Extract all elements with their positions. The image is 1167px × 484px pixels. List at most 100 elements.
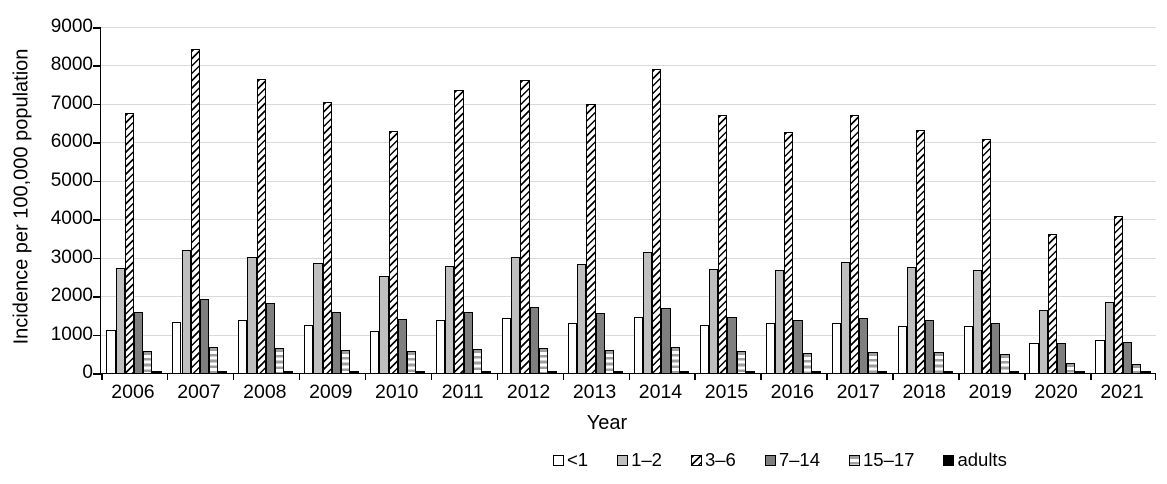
bar-3–6-2006 bbox=[124, 113, 134, 373]
x-tick-label: 2018 bbox=[902, 381, 946, 403]
bar-7–14-2021 bbox=[1123, 341, 1133, 373]
legend-label: 7–14 bbox=[778, 449, 820, 470]
bar-15–17-2009 bbox=[340, 350, 351, 373]
bar-7–14-2020 bbox=[1057, 342, 1067, 373]
x-tick-label: 2007 bbox=[177, 381, 221, 403]
bar-3–6-2020 bbox=[1047, 233, 1058, 373]
bar-15–17-2016 bbox=[802, 353, 812, 373]
x-tick bbox=[430, 374, 433, 380]
bar-1–2-2006 bbox=[115, 267, 125, 373]
bar-1–2-2009 bbox=[313, 262, 323, 373]
bar-15–17-2018 bbox=[934, 352, 944, 373]
bar-<1-2012 bbox=[501, 318, 512, 373]
x-tick-label: 2011 bbox=[441, 381, 484, 403]
bar-3–6-2008 bbox=[256, 78, 266, 373]
y-tick-label: 0 bbox=[82, 362, 93, 383]
bar-<1-2010 bbox=[370, 331, 380, 373]
bar-7–14-2012 bbox=[529, 306, 539, 373]
x-tick bbox=[1024, 374, 1026, 380]
bar-<1-2006 bbox=[106, 329, 116, 373]
y-tick bbox=[93, 373, 101, 375]
bar-<1-2013 bbox=[567, 323, 578, 373]
legend-marker-dark-gray bbox=[764, 454, 776, 466]
x-tick bbox=[760, 374, 762, 380]
x-tick bbox=[101, 374, 103, 380]
y-tick bbox=[93, 257, 101, 260]
bar-adults-2019 bbox=[1009, 371, 1019, 373]
legend-item-<1: <1 bbox=[553, 449, 588, 471]
y-tick bbox=[93, 142, 101, 144]
x-tick-label: 2014 bbox=[638, 381, 683, 403]
bar-15–17-2012 bbox=[538, 348, 548, 373]
bar-<1-2015 bbox=[699, 325, 709, 373]
gridline bbox=[101, 296, 1156, 298]
bar-7–14-2015 bbox=[727, 316, 737, 373]
y-tick bbox=[93, 296, 101, 298]
bar-7–14-2009 bbox=[331, 311, 341, 373]
gridline bbox=[101, 180, 1156, 182]
bar-1–2-2013 bbox=[577, 263, 587, 373]
bar-3–6-2012 bbox=[520, 80, 530, 373]
y-tick-label: 3000 bbox=[50, 246, 93, 268]
y-tick-label: 8000 bbox=[50, 54, 93, 76]
legend-label: 15–17 bbox=[863, 449, 915, 470]
bar-adults-2013 bbox=[613, 371, 624, 373]
bar-adults-2008 bbox=[284, 371, 294, 373]
y-tick bbox=[93, 65, 101, 67]
x-tick bbox=[826, 374, 828, 380]
bar-15–17-2014 bbox=[670, 347, 680, 373]
bar-15–17-2007 bbox=[209, 346, 219, 373]
bar-15–17-2015 bbox=[736, 351, 746, 373]
x-tick-label: 2013 bbox=[572, 381, 617, 403]
bar-<1-2021 bbox=[1095, 340, 1105, 373]
x-tick bbox=[364, 374, 367, 380]
x-tick bbox=[562, 374, 565, 380]
bar-7–14-2007 bbox=[199, 298, 210, 373]
bar-<1-2020 bbox=[1029, 343, 1039, 373]
bar-<1-2019 bbox=[963, 326, 973, 373]
x-tick bbox=[694, 374, 696, 380]
bar-1–2-2007 bbox=[181, 249, 191, 373]
y-tick bbox=[93, 103, 101, 106]
bar-adults-2014 bbox=[679, 371, 690, 373]
gridline bbox=[101, 142, 1156, 144]
bar-15–17-2006 bbox=[143, 351, 153, 373]
bar-3–6-2016 bbox=[784, 132, 794, 373]
legend-item-1–2: 1–2 bbox=[617, 449, 662, 471]
bar-15–17-2020 bbox=[1066, 362, 1076, 373]
bar-3–6-2015 bbox=[718, 114, 728, 373]
gridline bbox=[101, 27, 1156, 28]
bar-1–2-2008 bbox=[247, 256, 257, 373]
x-tick bbox=[628, 374, 630, 380]
x-tick-label: 2020 bbox=[1034, 381, 1078, 403]
bar-7–14-2018 bbox=[925, 319, 935, 373]
y-tick bbox=[93, 219, 101, 221]
bar-1–2-2012 bbox=[511, 256, 521, 373]
legend-item-7–14: 7–14 bbox=[764, 449, 820, 471]
y-tick bbox=[93, 27, 101, 29]
y-tick-label: 4000 bbox=[50, 208, 93, 230]
bar-3–6-2011 bbox=[454, 90, 464, 373]
bar-7–14-2008 bbox=[265, 303, 276, 373]
legend-item-15–17: 15–17 bbox=[849, 449, 914, 471]
gridline bbox=[101, 219, 1156, 221]
bar-7–14-2013 bbox=[595, 312, 605, 373]
y-tick-label: 5000 bbox=[50, 169, 93, 191]
bar-1–2-2014 bbox=[643, 251, 653, 373]
bar-1–2-2020 bbox=[1038, 309, 1048, 373]
legend-item-adults: adults bbox=[943, 449, 1007, 471]
bar-1–2-2019 bbox=[972, 269, 982, 373]
bar-15–17-2011 bbox=[472, 349, 483, 373]
x-tick bbox=[1154, 374, 1156, 380]
bar-adults-2006 bbox=[152, 371, 162, 373]
x-tick-label: 2015 bbox=[704, 381, 749, 403]
bar-adults-2021 bbox=[1141, 370, 1151, 373]
y-tick-label: 6000 bbox=[50, 131, 93, 153]
bar-adults-2010 bbox=[416, 371, 426, 373]
bar-7–14-2011 bbox=[463, 311, 473, 373]
bar-15–17-2019 bbox=[1000, 354, 1010, 373]
bar-3–6-2010 bbox=[388, 130, 398, 373]
bar-1–2-2011 bbox=[445, 266, 455, 373]
bar-3–6-2021 bbox=[1113, 216, 1124, 373]
